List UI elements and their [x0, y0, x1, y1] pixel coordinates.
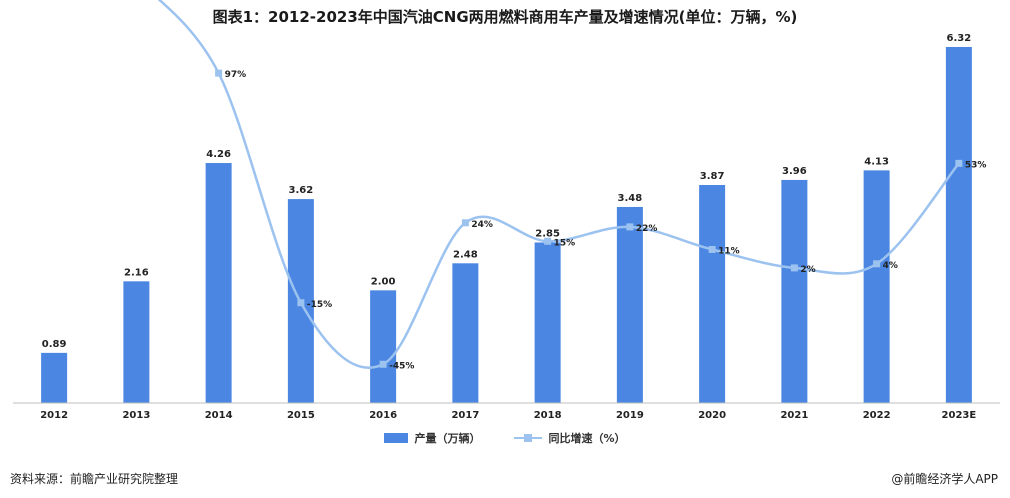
- bar-2023E: [945, 47, 972, 403]
- x-tick-label: 2020: [698, 410, 726, 421]
- growth-point: [790, 264, 798, 272]
- chart-area: 2012 2013 2014 2015 2016 2017 2018 2019 2020 2021…: [13, 0, 1000, 421]
- growth-value-label: -45%: [389, 361, 414, 371]
- legend-label-growth: 同比增速（%）: [548, 432, 626, 445]
- bar-value-label: 2.85: [535, 228, 560, 239]
- growth-point: [955, 159, 963, 167]
- bar-2014: [205, 163, 232, 403]
- chart-title: 图表1：2012-2023年中国汽油CNG两用燃料商用车产量及增速情况(单位：万…: [212, 8, 798, 26]
- growth-value-label: -15%: [307, 300, 332, 310]
- growth-point: [873, 260, 881, 268]
- growth-point: [708, 245, 716, 253]
- bar-2019: [616, 206, 643, 403]
- legend-bar-swatch: [384, 433, 409, 443]
- bar-value-label: 4.13: [864, 156, 889, 167]
- bar-2013: [123, 281, 150, 403]
- bar-2022: [863, 170, 890, 403]
- growth-point: [215, 69, 223, 77]
- legend-label-production: 产量（万辆）: [414, 432, 481, 445]
- legend-item-growth: 同比增速（%）: [514, 430, 626, 446]
- growth-value-label: 11%: [718, 246, 740, 256]
- growth-point: [544, 237, 552, 245]
- x-tick-label: 2014: [205, 410, 233, 421]
- bar-value-label: 3.62: [289, 185, 314, 196]
- source-note: 资料来源：前瞻产业研究院整理: [10, 472, 179, 486]
- bar-value-label: 2.00: [371, 276, 396, 287]
- growth-value-label: 53%: [965, 160, 987, 170]
- x-tick-label: 2016: [369, 410, 397, 421]
- x-tick-label: 2021: [780, 410, 808, 421]
- bar-2016: [370, 290, 397, 403]
- bar-value-label: 0.89: [42, 339, 67, 350]
- growth-value-label: 15%: [554, 238, 576, 248]
- legend-line-swatch: [514, 433, 543, 443]
- x-tick-label: 2017: [451, 410, 479, 421]
- bar-2017: [452, 263, 479, 403]
- bar-2021: [781, 179, 808, 403]
- bar-2018: [534, 242, 561, 403]
- bar-value-label: 3.87: [700, 171, 725, 182]
- bar-2020: [699, 185, 726, 403]
- x-tick-label: 2022: [863, 410, 891, 421]
- x-tick-label: 2019: [616, 410, 644, 421]
- bar-value-label: 2.48: [453, 249, 478, 260]
- growth-point: [379, 360, 387, 368]
- brand-credit: @前瞻经济学人APP: [891, 472, 998, 486]
- growth-value-label: 4%: [883, 261, 898, 271]
- legend: 产量（万辆） 同比增速（%）: [0, 430, 1010, 446]
- bar-value-label: 3.96: [782, 166, 807, 177]
- x-tick-label: 2012: [40, 410, 68, 421]
- growth-value-label: 24%: [471, 220, 493, 230]
- growth-point: [461, 219, 469, 227]
- x-tick-label: 2023E: [942, 410, 977, 421]
- bar-value-label: 6.32: [947, 33, 972, 44]
- bar-value-label: 2.16: [124, 267, 149, 278]
- growth-point: [297, 299, 305, 307]
- x-tick-label: 2013: [122, 410, 150, 421]
- growth-value-label: 97%: [225, 70, 247, 80]
- legend-item-production: 产量（万辆）: [384, 430, 480, 446]
- x-tick-label: 2018: [534, 410, 562, 421]
- growth-value-label: 22%: [636, 224, 658, 234]
- bar-value-label: 3.48: [618, 193, 643, 204]
- bar-value-label: 4.26: [206, 149, 231, 160]
- growth-line: [157, 0, 960, 369]
- growth-value-label: 2%: [800, 265, 815, 275]
- x-tick-label: 2015: [287, 410, 315, 421]
- bar-2012: [41, 352, 68, 403]
- growth-point: [626, 223, 634, 231]
